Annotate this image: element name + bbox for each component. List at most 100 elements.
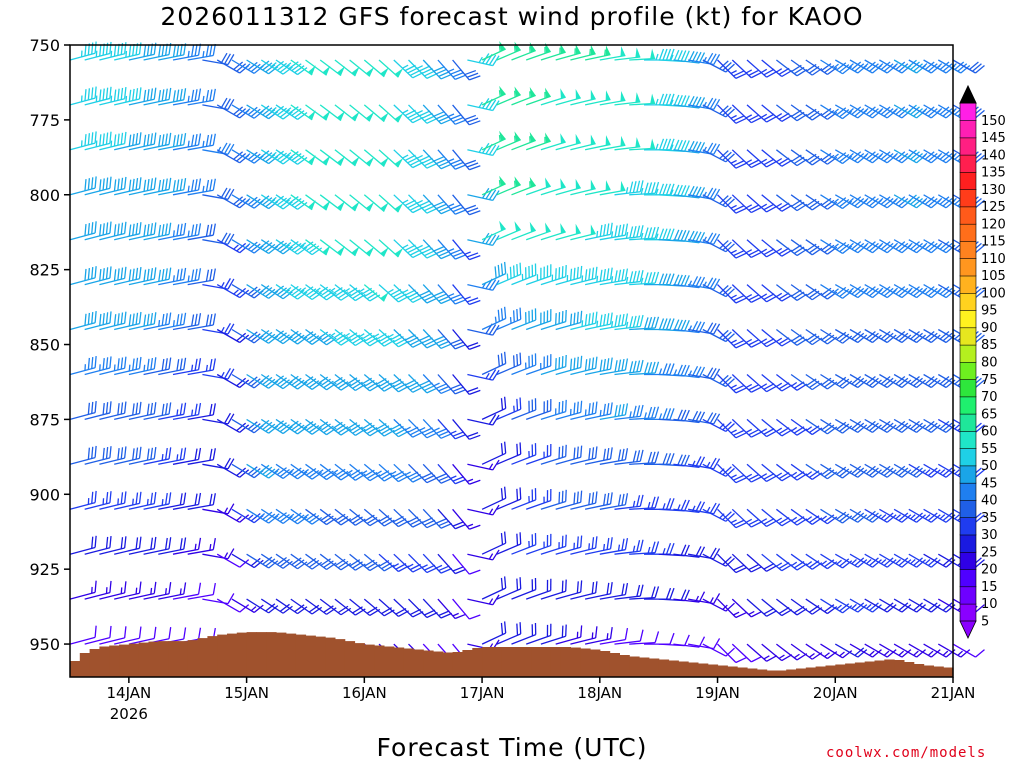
colorbar-swatch bbox=[959, 258, 977, 277]
wind-barb bbox=[614, 494, 644, 510]
wind-barb bbox=[187, 88, 216, 106]
wind-barb bbox=[555, 490, 583, 510]
terrain-column bbox=[276, 632, 287, 677]
wind-barb bbox=[467, 323, 500, 336]
wind-barb bbox=[84, 446, 112, 465]
wind-barb bbox=[717, 104, 747, 124]
wind-barb bbox=[99, 356, 127, 376]
wind-barb bbox=[158, 447, 187, 465]
wind-barb bbox=[879, 553, 912, 568]
y-tick-label: 800 bbox=[29, 186, 60, 205]
wind-barb bbox=[275, 328, 308, 345]
wind-barb bbox=[555, 223, 581, 241]
source-credit[interactable]: coolwx.com/models bbox=[826, 745, 987, 761]
wind-barb bbox=[893, 194, 926, 209]
wind-barb bbox=[687, 97, 721, 111]
terrain-column bbox=[70, 661, 81, 677]
wind-barbs-layer bbox=[69, 41, 985, 665]
colorbar-swatch bbox=[959, 568, 977, 588]
wind-barb bbox=[99, 536, 127, 555]
wind-barb bbox=[570, 266, 598, 286]
wind-barb bbox=[260, 553, 293, 569]
wind-barb bbox=[143, 537, 172, 555]
wind-barb bbox=[187, 358, 216, 376]
wind-barb bbox=[511, 488, 537, 510]
wind-barb bbox=[511, 263, 537, 286]
wind-barb bbox=[820, 194, 853, 210]
wind-barb bbox=[275, 418, 308, 435]
wind-barb bbox=[673, 365, 706, 379]
wind-barb bbox=[746, 284, 778, 303]
wind-barb bbox=[599, 493, 629, 510]
colorbar-swatch bbox=[959, 551, 977, 570]
terrain-column bbox=[246, 632, 257, 677]
wind-barb bbox=[275, 463, 308, 480]
x-tick-label: 14JAN bbox=[106, 684, 151, 702]
wind-barb bbox=[731, 643, 763, 663]
wind-barb bbox=[908, 463, 941, 478]
wind-barb bbox=[731, 508, 763, 528]
wind-barb bbox=[408, 104, 438, 124]
wind-barb bbox=[570, 491, 598, 510]
wind-barb bbox=[908, 328, 941, 344]
wind-barb bbox=[143, 402, 172, 421]
wind-barb bbox=[158, 357, 187, 376]
wind-barb bbox=[820, 104, 853, 120]
chart-title: 2026011312 GFS forecast wind profile (kt… bbox=[160, 2, 864, 31]
wind-barb bbox=[69, 41, 97, 61]
wind-barb bbox=[114, 536, 142, 555]
wind-barb bbox=[776, 598, 808, 616]
terrain-column bbox=[413, 649, 424, 677]
colorbar-tick-label: 120 bbox=[981, 217, 1006, 232]
wind-barb bbox=[422, 104, 453, 125]
colorbar-swatch bbox=[959, 396, 977, 415]
wind-barb bbox=[790, 643, 823, 660]
wind-barb bbox=[731, 59, 763, 79]
wind-barb bbox=[467, 142, 500, 157]
wind-barb bbox=[540, 354, 567, 376]
terrain-column bbox=[521, 647, 532, 677]
wind-barb bbox=[629, 48, 656, 61]
wind-barb bbox=[776, 194, 808, 212]
colorbar-swatch bbox=[959, 275, 977, 294]
wind-barb bbox=[511, 577, 537, 600]
colorbar-tick-label: 150 bbox=[981, 114, 1006, 129]
wind-barb bbox=[864, 149, 897, 164]
wind-barb bbox=[481, 396, 507, 420]
wind-barb bbox=[717, 508, 747, 529]
wind-barb bbox=[820, 418, 853, 434]
terrain-column bbox=[501, 647, 513, 677]
wind-barb bbox=[849, 643, 882, 658]
wind-barb bbox=[69, 580, 97, 600]
wind-barb bbox=[614, 404, 644, 421]
wind-barb bbox=[511, 131, 536, 151]
wind-barb bbox=[761, 194, 793, 212]
wind-barb bbox=[746, 194, 778, 213]
wind-barb bbox=[496, 352, 522, 376]
terrain-column bbox=[89, 649, 100, 677]
wind-barb bbox=[114, 446, 142, 465]
x-tick-label: 17JAN bbox=[460, 684, 505, 702]
wind-barb bbox=[540, 88, 566, 106]
wind-barb bbox=[776, 373, 808, 391]
wind-barb bbox=[172, 582, 202, 600]
wind-barb bbox=[422, 239, 453, 260]
wind-barb bbox=[849, 463, 882, 478]
wind-barb bbox=[540, 133, 566, 151]
terrain-column bbox=[128, 643, 140, 677]
wind-barb bbox=[422, 284, 453, 305]
wind-barb bbox=[172, 268, 202, 286]
wind-barb bbox=[216, 373, 250, 389]
wind-barb bbox=[422, 374, 453, 395]
wind-barb bbox=[540, 624, 567, 645]
wind-barb bbox=[834, 598, 868, 613]
x-tick-label: 16JAN bbox=[342, 684, 387, 702]
terrain-column bbox=[648, 658, 660, 677]
wind-barb bbox=[99, 446, 127, 465]
wind-barb bbox=[481, 486, 507, 510]
wind-barb bbox=[717, 643, 747, 664]
wind-barb bbox=[246, 553, 279, 569]
wind-barb bbox=[69, 400, 97, 421]
wind-barb bbox=[525, 623, 552, 645]
terrain-column bbox=[697, 663, 709, 677]
